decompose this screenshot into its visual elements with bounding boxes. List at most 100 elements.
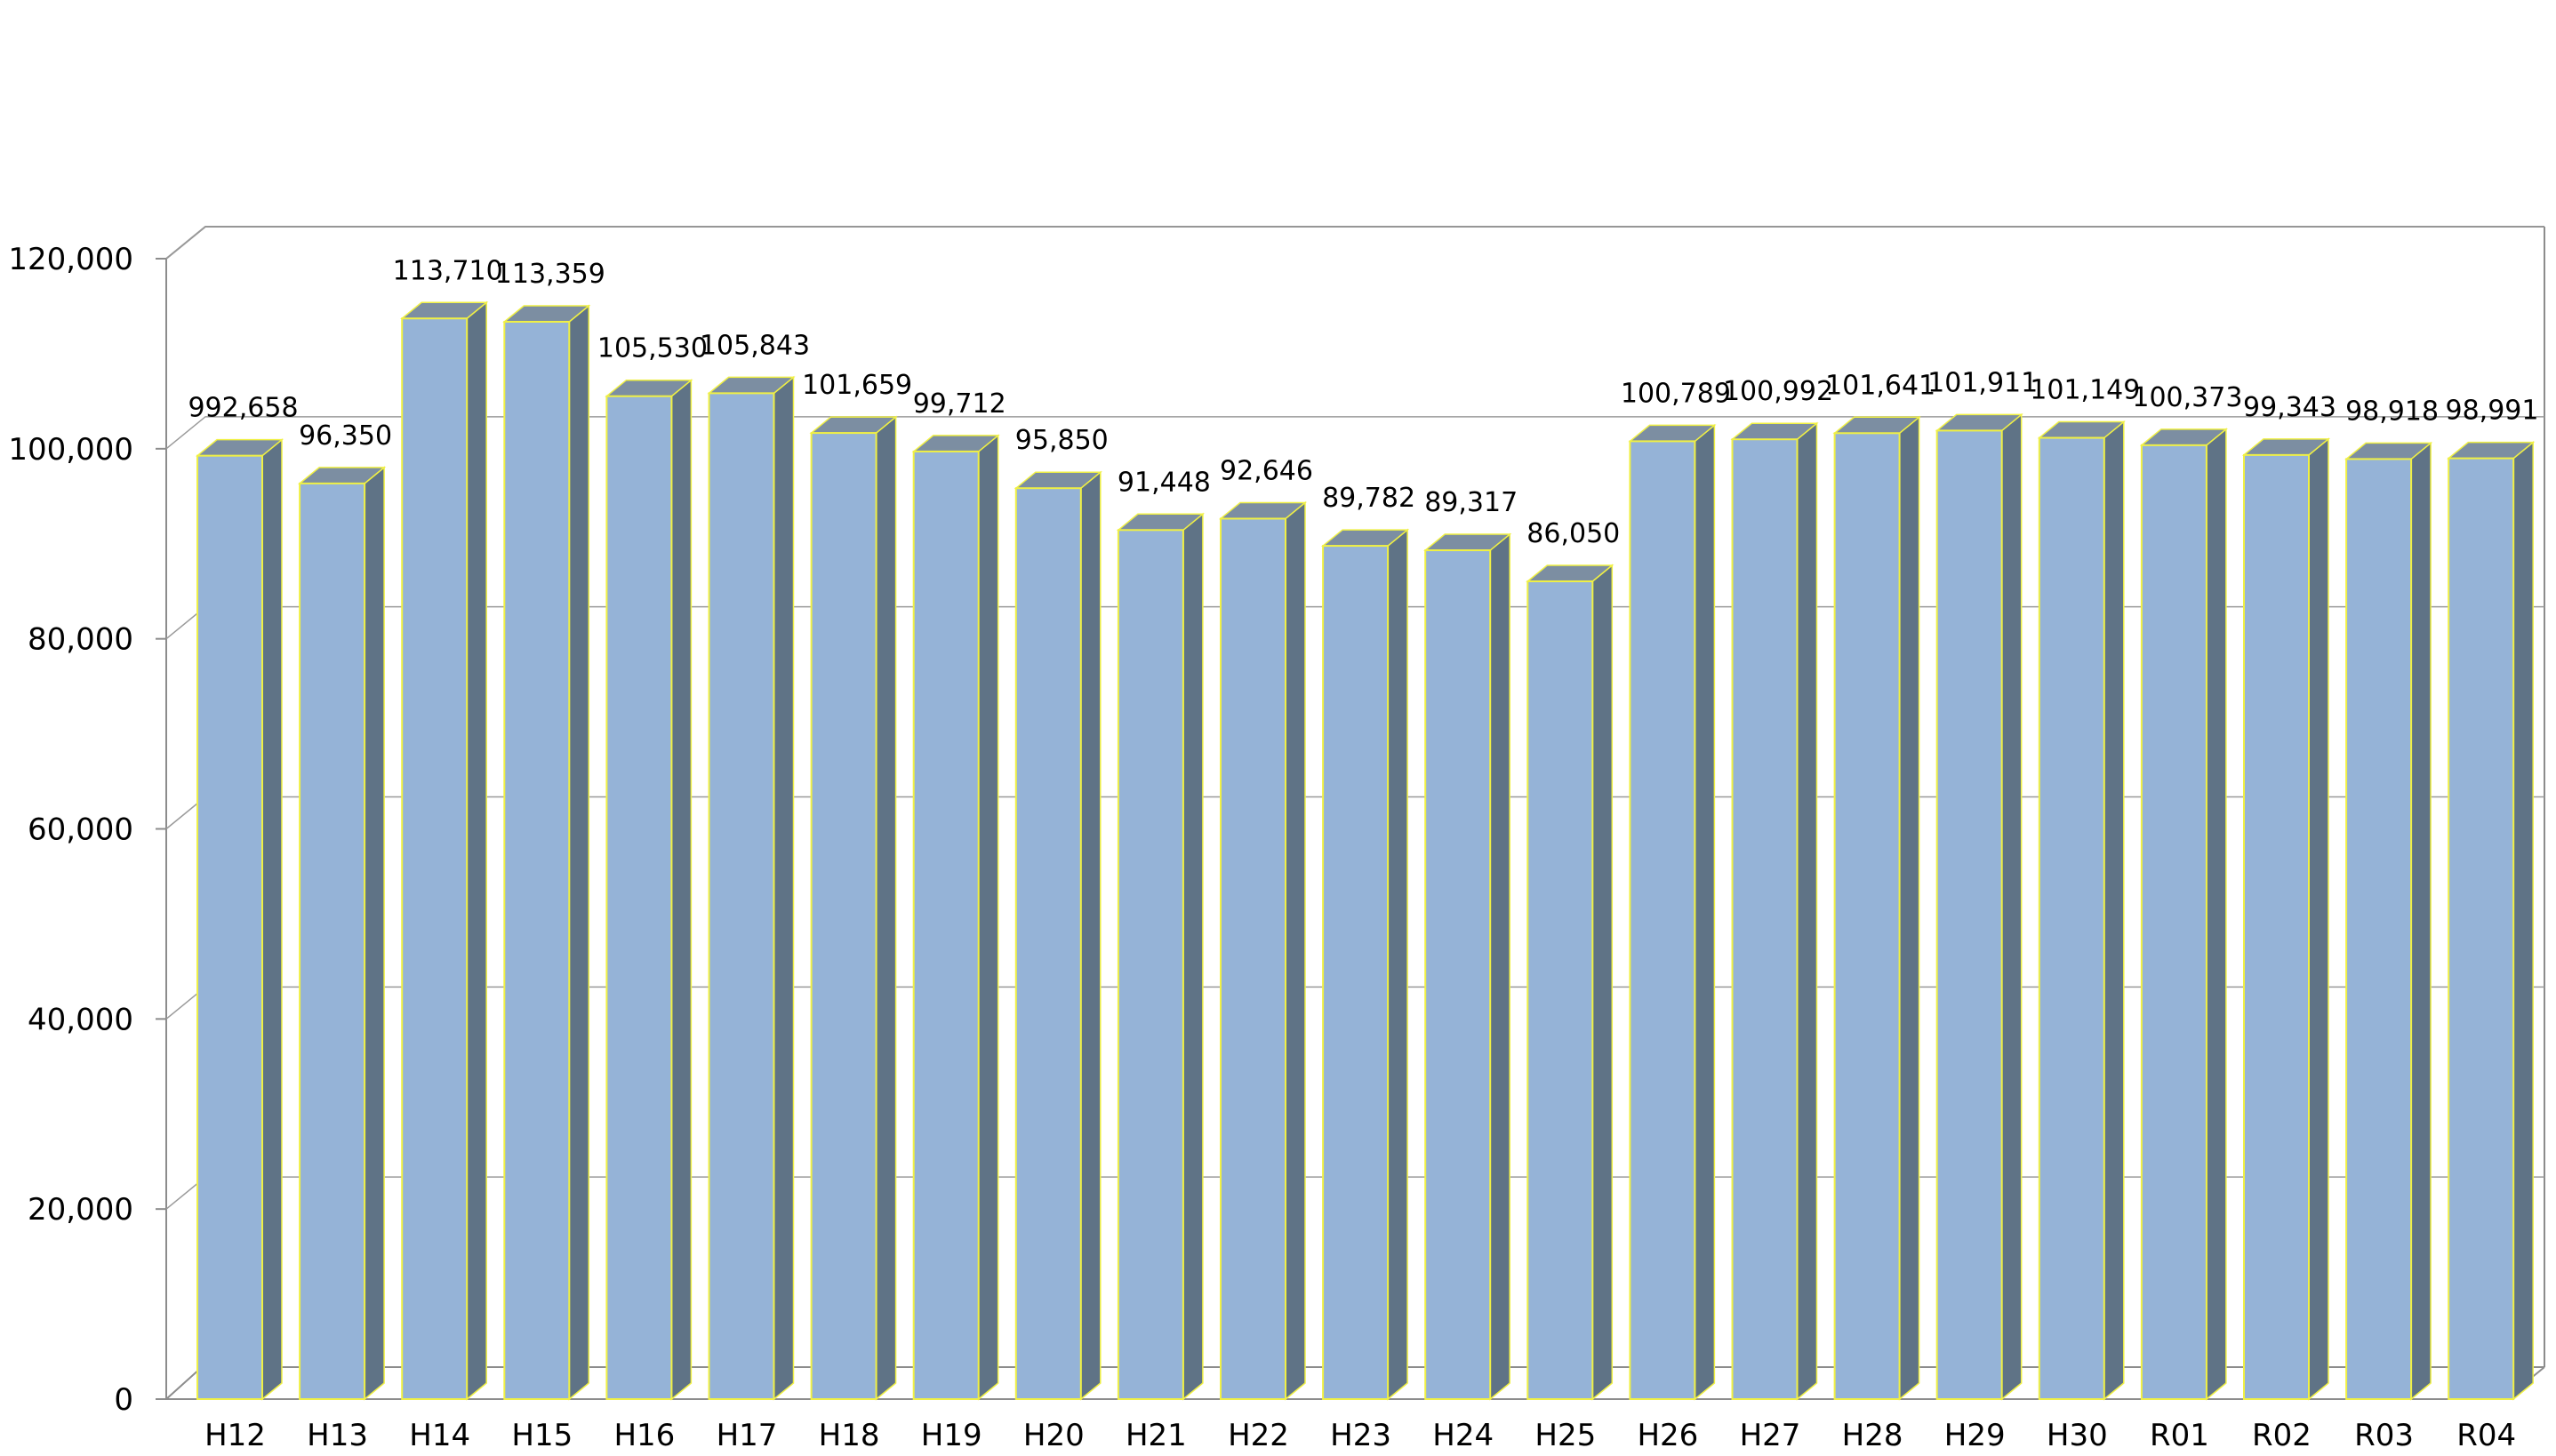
data-label: 105,530 <box>597 333 708 364</box>
bar-side <box>261 438 283 1401</box>
bar-front <box>1322 545 1390 1400</box>
bar <box>1014 470 1102 1401</box>
x-category-label: H15 <box>511 1418 573 1453</box>
data-label: 100,992 <box>1723 376 1833 407</box>
data-label: 86,050 <box>1526 518 1620 549</box>
x-category-label: R04 <box>2456 1418 2516 1453</box>
bar-front <box>2243 453 2310 1400</box>
bar-side <box>2512 441 2534 1401</box>
y-tick-label: 120,000 <box>8 242 133 277</box>
bar <box>809 415 898 1401</box>
bar-side <box>977 434 999 1401</box>
bar-side <box>1489 532 1510 1401</box>
plot-frame-top <box>165 226 2544 260</box>
bar-front <box>1629 440 1696 1401</box>
x-category-label: H17 <box>717 1418 778 1453</box>
x-category-label: H30 <box>2047 1418 2108 1453</box>
x-category-label: H23 <box>1330 1418 1391 1453</box>
x-category-label: H28 <box>1842 1418 1903 1453</box>
x-category-label: H20 <box>1023 1418 1085 1453</box>
gridline <box>165 416 2544 450</box>
bar-front <box>2140 444 2207 1400</box>
data-label: 96,350 <box>299 420 392 452</box>
bar-side <box>1898 415 1920 1401</box>
x-category-label: H14 <box>409 1418 470 1453</box>
bar <box>1730 421 1819 1401</box>
bar <box>2344 441 2433 1401</box>
bar-front <box>2038 436 2105 1401</box>
bar <box>502 304 591 1401</box>
bar-front <box>912 450 980 1401</box>
data-label: 98,918 <box>2345 396 2439 427</box>
data-label: 101,659 <box>802 370 912 401</box>
x-category-label: H21 <box>1126 1418 1187 1453</box>
bar-side <box>568 304 590 1401</box>
x-category-label: H13 <box>307 1418 368 1453</box>
bar <box>297 466 387 1401</box>
bar-front <box>2345 458 2413 1400</box>
bar-side <box>875 415 897 1401</box>
y-tick-label: 60,000 <box>28 812 133 848</box>
data-label: 105,843 <box>700 330 810 361</box>
bar <box>1116 512 1206 1401</box>
y-axis-tick-labels: 0 20,000 40,000 60,000 80,000 100,000 120,000 <box>8 242 166 1418</box>
bar <box>400 300 489 1401</box>
data-label: 92,646 <box>1220 455 1313 486</box>
x-category-label: H12 <box>204 1418 266 1453</box>
x-category-label: H19 <box>921 1418 982 1453</box>
data-label: 100,373 <box>2132 382 2242 413</box>
data-label: 89,782 <box>1322 483 1415 514</box>
x-category-label: H26 <box>1637 1418 1698 1453</box>
bar <box>1628 423 1717 1401</box>
bar-series <box>195 300 2536 1401</box>
data-label: 113,359 <box>495 259 605 290</box>
bar-front <box>196 454 263 1401</box>
bar <box>2139 428 2229 1401</box>
y-tick-label: 20,000 <box>28 1192 133 1228</box>
x-category-label: H18 <box>819 1418 880 1453</box>
bar-front <box>2448 457 2515 1400</box>
bar-side <box>2103 420 2125 1401</box>
data-label: 992,658 <box>188 393 298 424</box>
bar-front <box>299 482 366 1400</box>
y-tick-label: 40,000 <box>28 1002 133 1037</box>
bar-front <box>1731 438 1799 1401</box>
x-category-label: H16 <box>613 1418 675 1453</box>
x-category-label: H29 <box>1944 1418 2006 1453</box>
bar-front <box>605 395 673 1401</box>
bar <box>2241 437 2331 1401</box>
bar-side <box>1285 500 1306 1401</box>
data-label: 95,850 <box>1015 425 1109 456</box>
bar-front <box>401 317 469 1400</box>
bar-side <box>2410 441 2432 1401</box>
data-label: 101,149 <box>2030 375 2140 406</box>
bar <box>707 375 796 1401</box>
bar <box>605 379 693 1401</box>
data-label: 91,448 <box>1118 467 1211 498</box>
data-label: 99,712 <box>913 388 1006 420</box>
x-category-label: H27 <box>1740 1418 1801 1453</box>
bar-front <box>1935 429 2003 1400</box>
data-label: 100,789 <box>1621 378 1731 409</box>
x-category-label: H25 <box>1534 1418 1596 1453</box>
data-label: 101,641 <box>1825 370 1935 401</box>
bar <box>1320 528 1410 1401</box>
y-tick-label: 0 <box>114 1382 133 1418</box>
bar-side <box>364 466 385 1401</box>
bar <box>1423 532 1512 1401</box>
x-category-label: R02 <box>2252 1418 2312 1453</box>
y-tick-label: 100,000 <box>8 432 133 468</box>
bar-side <box>1182 512 1204 1401</box>
y-tick-label: 80,000 <box>28 622 133 658</box>
bar-front <box>1526 580 1594 1400</box>
bar <box>2037 420 2126 1401</box>
bar <box>1935 412 2023 1401</box>
data-label: 98,991 <box>2446 396 2539 427</box>
bar-side <box>1591 564 1614 1401</box>
data-label: 101,911 <box>1927 367 2038 398</box>
x-category-label: R01 <box>2150 1418 2209 1453</box>
bar-front <box>708 392 775 1400</box>
bar-side <box>1387 528 1408 1401</box>
